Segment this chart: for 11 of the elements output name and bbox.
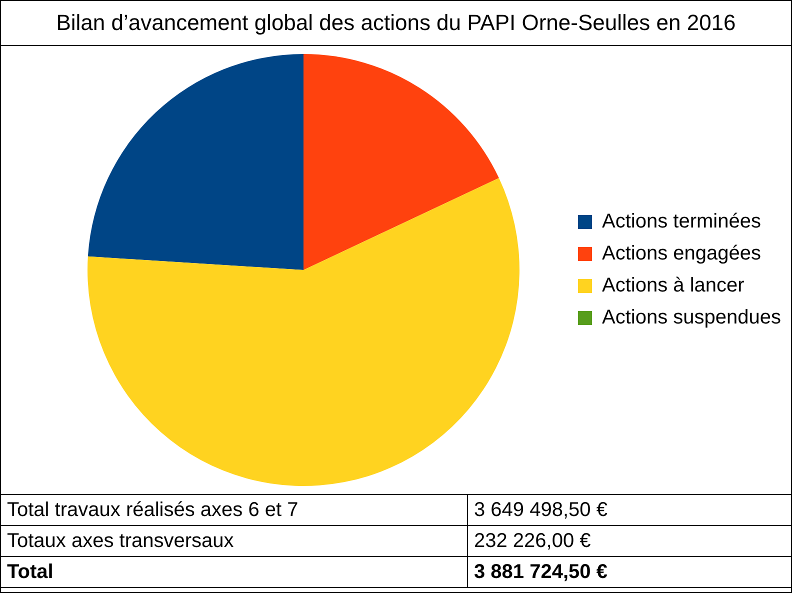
- text: 232 226,00 €: [468, 526, 791, 556]
- text: 3 649 498,50 €: [468, 494, 791, 526]
- text: Total: [1, 556, 468, 588]
- text: Total travaux réalisés axes 6 et 7: [1, 494, 468, 526]
- legend-label: Actions suspendues: [602, 306, 782, 329]
- chart-title: Bilan d’avancement global des actions du PAPI Orne-Seulles en 2016: [1, 1, 791, 46]
- legend-label: Actions engagées: [602, 242, 762, 265]
- text: 3 881 724,50 €: [468, 556, 791, 588]
- text: Totaux axes transversaux: [1, 526, 468, 556]
- legend-label: Actions à lancer: [602, 274, 745, 297]
- legend-label: Actions terminées: [602, 210, 761, 233]
